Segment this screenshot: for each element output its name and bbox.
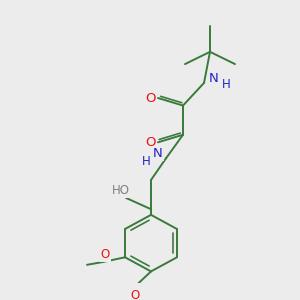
Text: H: H [222, 78, 230, 91]
Text: O: O [145, 92, 155, 104]
Text: N: N [153, 147, 163, 160]
Text: HO: HO [112, 184, 130, 197]
Text: O: O [130, 290, 140, 300]
Text: N: N [209, 72, 219, 85]
Text: O: O [100, 248, 109, 261]
Text: O: O [145, 136, 155, 149]
Text: H: H [142, 155, 150, 168]
